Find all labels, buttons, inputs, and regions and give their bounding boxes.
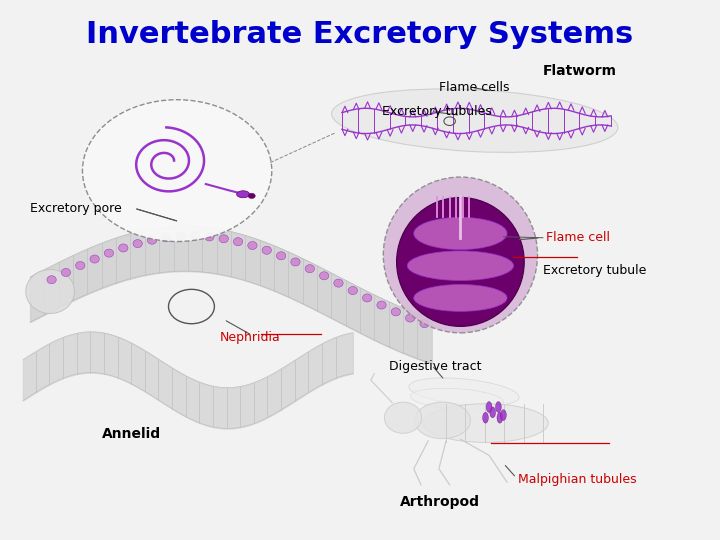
Ellipse shape <box>500 410 506 421</box>
Text: Malpighian tubules: Malpighian tubules <box>518 473 636 486</box>
Ellipse shape <box>391 308 400 316</box>
Ellipse shape <box>377 301 386 309</box>
Ellipse shape <box>408 251 513 280</box>
Text: Flame cell: Flame cell <box>546 231 611 244</box>
Ellipse shape <box>104 249 114 257</box>
Ellipse shape <box>334 279 343 287</box>
Ellipse shape <box>119 244 128 252</box>
Ellipse shape <box>262 246 271 254</box>
Ellipse shape <box>26 269 75 314</box>
Ellipse shape <box>90 255 99 263</box>
Text: Invertebrate Excretory Systems: Invertebrate Excretory Systems <box>86 20 634 49</box>
Ellipse shape <box>219 235 228 243</box>
Ellipse shape <box>162 234 171 242</box>
Ellipse shape <box>148 236 157 244</box>
Ellipse shape <box>276 252 286 260</box>
Ellipse shape <box>420 320 429 328</box>
Ellipse shape <box>237 191 250 198</box>
Ellipse shape <box>76 261 85 269</box>
Text: Arthropod: Arthropod <box>400 495 480 509</box>
Ellipse shape <box>133 240 143 248</box>
Ellipse shape <box>384 402 422 433</box>
Ellipse shape <box>233 238 243 246</box>
Ellipse shape <box>490 407 495 418</box>
Text: Excretory pore: Excretory pore <box>30 202 122 215</box>
Ellipse shape <box>383 177 538 333</box>
Circle shape <box>82 100 271 241</box>
Ellipse shape <box>497 413 503 423</box>
Ellipse shape <box>495 402 501 413</box>
Ellipse shape <box>405 314 415 322</box>
Ellipse shape <box>248 241 257 249</box>
Text: Excretory tubule: Excretory tubule <box>543 264 647 276</box>
Text: Flame cells: Flame cells <box>439 81 509 94</box>
Text: Excretory tubules: Excretory tubules <box>382 105 491 118</box>
Ellipse shape <box>190 232 199 240</box>
Ellipse shape <box>414 285 507 312</box>
Text: Annelid: Annelid <box>102 427 161 441</box>
Ellipse shape <box>482 413 488 423</box>
Ellipse shape <box>291 258 300 266</box>
Ellipse shape <box>423 404 548 442</box>
Ellipse shape <box>305 265 315 273</box>
Text: Flatworm: Flatworm <box>543 64 617 78</box>
Text: Nephridia: Nephridia <box>220 330 281 343</box>
Ellipse shape <box>409 378 519 406</box>
Ellipse shape <box>414 218 507 249</box>
Ellipse shape <box>320 272 329 280</box>
Circle shape <box>248 193 256 199</box>
Ellipse shape <box>204 233 214 241</box>
Ellipse shape <box>486 402 492 413</box>
Ellipse shape <box>61 268 71 276</box>
Text: Digestive tract: Digestive tract <box>389 360 481 373</box>
Ellipse shape <box>47 276 56 284</box>
Ellipse shape <box>410 388 503 409</box>
Ellipse shape <box>176 232 185 240</box>
Ellipse shape <box>362 294 372 302</box>
Ellipse shape <box>332 89 618 152</box>
Ellipse shape <box>397 198 524 326</box>
Ellipse shape <box>348 287 358 295</box>
Ellipse shape <box>415 402 470 438</box>
